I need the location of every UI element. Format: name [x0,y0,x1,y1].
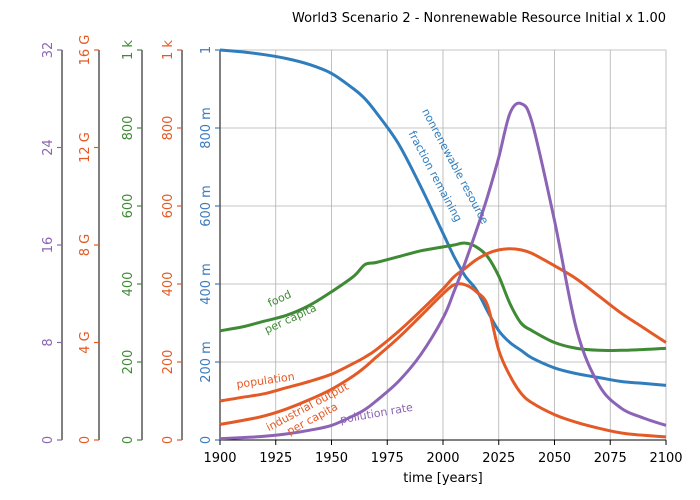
x-tick-label: 2025 [482,451,515,466]
x-tick-label: 2050 [538,451,571,466]
series-lines [219,48,667,441]
series-line-food [219,241,667,352]
y-axis-population: 0 4 G 8 G 12 G 16 G [78,35,100,444]
y-tick-label: 800 m [199,107,214,149]
y-tick-label: 200 [161,350,176,375]
y-tick-label: 24 [41,139,56,156]
y-tick-label: 0 [41,436,56,444]
y-tick-label: 200 [121,350,136,375]
y-tick-label: 0 [78,436,93,444]
x-tick-label: 1950 [315,451,348,466]
x-tick-label: 2000 [426,451,459,466]
y-tick-label: 1 k [161,40,176,60]
y-tick-label: 4 G [78,331,93,353]
y-tick-label: 0 [121,436,136,444]
y-tick-label: 0 [199,436,214,444]
y-axis-pollution: 0 8 16 24 32 [41,42,63,444]
y-tick-label: 400 [161,272,176,297]
y-tick-label: 8 G [78,234,93,256]
y-tick-label: 16 [41,237,56,254]
x-axis: 1900 1925 1950 1975 2000 2025 2050 2075 2100 [203,439,683,466]
grid [219,49,667,441]
y-tick-label: 200 m [199,341,214,383]
y-tick-label: 1 k [121,40,136,60]
annotation-pollution: pollution rate [339,401,414,427]
y-tick-label: 600 [121,194,136,219]
y-tick-label: 400 m [199,263,214,305]
x-tick-label: 1900 [203,451,236,466]
y-axis-industrial: 0 200 400 600 800 1 k [161,40,183,444]
y-tick-label: 8 [41,338,56,346]
y-tick-label: 600 [161,194,176,219]
y-tick-label: 32 [41,42,56,59]
y-axis-food: 0 200 400 600 800 1 k [121,40,143,444]
series-line-population [219,247,667,403]
x-axis-label: time [years] [403,471,482,486]
y-tick-label: 600 m [199,185,214,227]
x-tick-label: 2075 [594,451,627,466]
series-line-pollution [219,101,667,441]
y-tick-label: 12 G [78,132,93,163]
x-tick-label: 1925 [259,451,292,466]
x-tick-label: 1975 [371,451,404,466]
series-line-resource [219,48,667,387]
series-line-industrial [219,282,667,439]
y-tick-label: 400 [121,272,136,297]
chart-title: World3 Scenario 2 - Nonrenewable Resourc… [292,11,666,26]
y-axis-resource: 0 200 m 400 m 600 m 800 m 1 [199,46,221,444]
y-tick-label: 800 [161,116,176,141]
x-tick-label: 2100 [649,451,682,466]
annotation-food: food [266,288,294,310]
y-tick-label: 1 [199,46,214,54]
y-tick-label: 0 [161,436,176,444]
y-tick-label: 800 [121,116,136,141]
y-tick-label: 16 G [78,35,93,66]
